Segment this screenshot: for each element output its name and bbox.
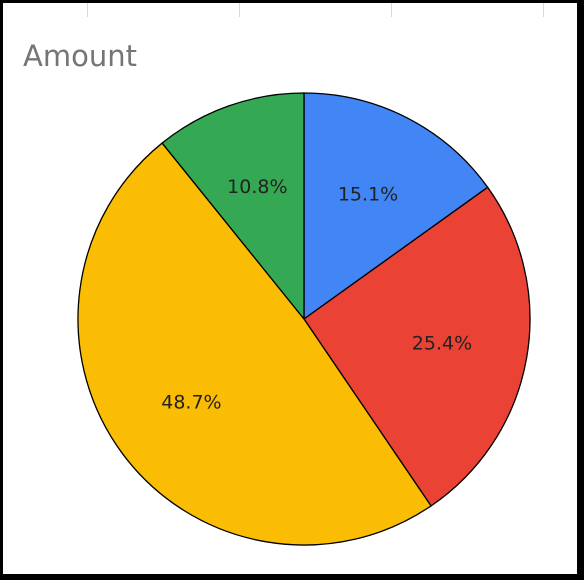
pie-slice <box>303 186 531 507</box>
chart-container: Amount 15.1% 25.4% 48.7% 10.8% <box>3 3 577 574</box>
chart-title: Amount <box>23 39 137 73</box>
slice-percent-label: 15.1% <box>338 183 398 205</box>
top-tick <box>87 3 88 17</box>
slice-percent-label: 48.7% <box>161 391 221 413</box>
slice-percent-label: 25.4% <box>412 333 472 355</box>
pie-slice <box>303 92 489 320</box>
pie-slice <box>77 142 432 546</box>
top-tick <box>239 3 240 17</box>
pie-chart: 15.1% 25.4% 48.7% 10.8% <box>77 92 531 546</box>
top-tick-row <box>3 3 577 19</box>
slice-percent-label: 10.8% <box>227 176 287 198</box>
pie-slice <box>161 92 305 320</box>
top-tick <box>543 3 544 17</box>
top-tick <box>391 3 392 17</box>
